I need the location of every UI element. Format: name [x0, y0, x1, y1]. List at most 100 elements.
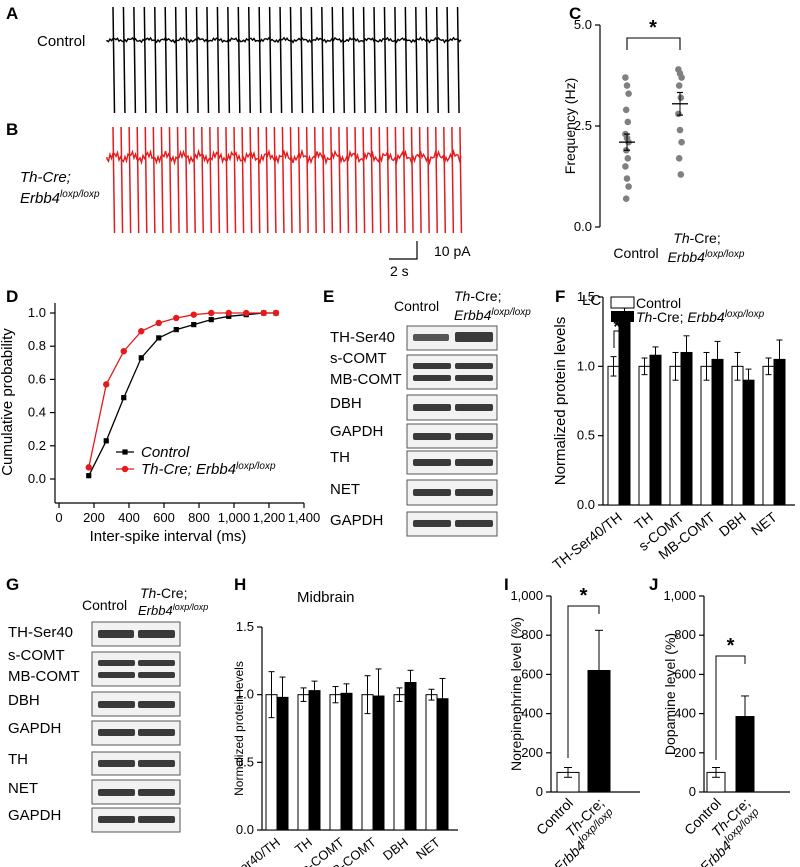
scale-x-label: 2 s	[390, 263, 409, 279]
spike	[122, 6, 126, 114]
blot-row-label: TH	[8, 751, 28, 768]
spike	[128, 126, 132, 234]
panel-label-h: H	[234, 575, 246, 594]
bar	[649, 354, 662, 506]
y-tick-label: 1,000	[510, 588, 543, 603]
series-marker	[243, 309, 250, 317]
blot-e: TH-Ser40 s-COMT MB-COMT DBH GAPDH TH NET GAPDH C…	[330, 288, 531, 537]
chart-f: 0.0 0.5 1.0 1.5 Normalized protein levels TH-…	[549, 289, 795, 573]
blot-row-label: TH-Ser40	[8, 624, 73, 641]
spike	[415, 6, 419, 114]
blot-col-mutant-1: Th-Cre;	[140, 585, 187, 601]
spike	[425, 6, 429, 114]
spike	[273, 126, 277, 234]
data-point	[623, 175, 631, 182]
series-marker	[156, 335, 162, 341]
spike	[112, 6, 116, 114]
spike	[233, 126, 237, 234]
spike	[297, 126, 301, 234]
blot-row-label: GAPDH	[8, 807, 61, 824]
legend-swatch-control	[610, 296, 635, 309]
panel-label-g: G	[6, 575, 19, 594]
spike	[216, 6, 220, 114]
blot-band	[138, 672, 175, 678]
bar	[607, 365, 620, 506]
bar	[618, 317, 631, 506]
blot-band	[455, 489, 493, 496]
y-tick-label: 1.5	[236, 619, 254, 634]
significance-star: *	[649, 17, 657, 39]
series-marker	[103, 381, 110, 388]
bar	[773, 358, 786, 506]
blot-col-mutant-1: Th-Cre;	[454, 288, 501, 304]
data-point	[622, 74, 629, 81]
spike	[201, 126, 204, 234]
control-trace	[106, 6, 462, 114]
blot-band	[98, 760, 135, 767]
category-label: TH-Ser40/TH	[549, 509, 624, 573]
spike	[152, 126, 156, 234]
y-axis-label: Normalized protein levels	[552, 317, 569, 485]
spike	[112, 126, 116, 234]
data-point	[622, 106, 630, 114]
spike	[378, 126, 382, 234]
spike	[305, 126, 309, 234]
bar	[425, 694, 438, 831]
series-marker	[173, 327, 179, 333]
spike	[322, 126, 326, 234]
y-tick-label: 1.5	[577, 289, 595, 304]
legend-swatch-mutant	[611, 311, 634, 322]
blot-box	[406, 450, 498, 475]
data-point	[678, 74, 685, 81]
blot-g: TH-Ser40 s-COMT MB-COMT DBH GAPDH TH NET GAPDH C…	[8, 585, 208, 833]
y-tick-label: 0.4	[28, 405, 46, 420]
spike	[331, 6, 335, 114]
spike	[227, 6, 231, 114]
series-marker	[173, 314, 180, 322]
spike	[168, 126, 172, 234]
spike	[386, 126, 390, 234]
spike	[195, 6, 199, 114]
spike	[418, 126, 422, 234]
data-point	[676, 126, 684, 134]
spike	[435, 6, 439, 114]
y-tick-label: 1.0	[28, 305, 46, 320]
data-point	[677, 171, 685, 178]
bar	[308, 690, 321, 831]
spike	[330, 126, 334, 234]
bar	[361, 694, 374, 831]
spike	[289, 6, 293, 114]
spike	[394, 6, 398, 114]
panel-label-b: B	[6, 120, 18, 139]
y-tick-label: 1.0	[577, 358, 595, 373]
spike	[321, 6, 325, 114]
data-point	[624, 118, 632, 126]
blot-col-control: Control	[82, 597, 127, 613]
spike	[341, 6, 345, 114]
y-axis-label: Normalized protein levels	[232, 661, 246, 796]
bar	[329, 694, 342, 831]
bar	[680, 351, 693, 506]
category-label: TH-Ser40/TH	[213, 835, 283, 867]
blot-band	[138, 789, 175, 796]
blot-row-label: NET	[330, 481, 360, 498]
spike	[362, 126, 366, 234]
mutant-trace	[106, 126, 463, 234]
chart-title: LC	[582, 292, 601, 309]
series-marker	[155, 319, 162, 327]
data-point	[622, 195, 630, 203]
spike	[289, 126, 293, 234]
blot-col-mutant-2: Erbb4loxp/loxp	[138, 602, 208, 618]
spike	[451, 126, 455, 234]
legend-label-mutant: Th-Cre; Erbb4loxp/loxp	[141, 461, 276, 478]
panel-label-d: D	[6, 287, 18, 306]
blot-band	[98, 660, 135, 666]
blot-band	[98, 729, 135, 736]
significance-bracket	[626, 37, 681, 50]
y-tick-label: 800	[521, 627, 543, 642]
y-tick-label: 200	[521, 745, 543, 760]
y-tick-label: 400	[521, 706, 543, 721]
blot-row-label: GAPDH	[330, 423, 383, 440]
blot-box	[406, 354, 498, 390]
spike	[160, 126, 164, 234]
